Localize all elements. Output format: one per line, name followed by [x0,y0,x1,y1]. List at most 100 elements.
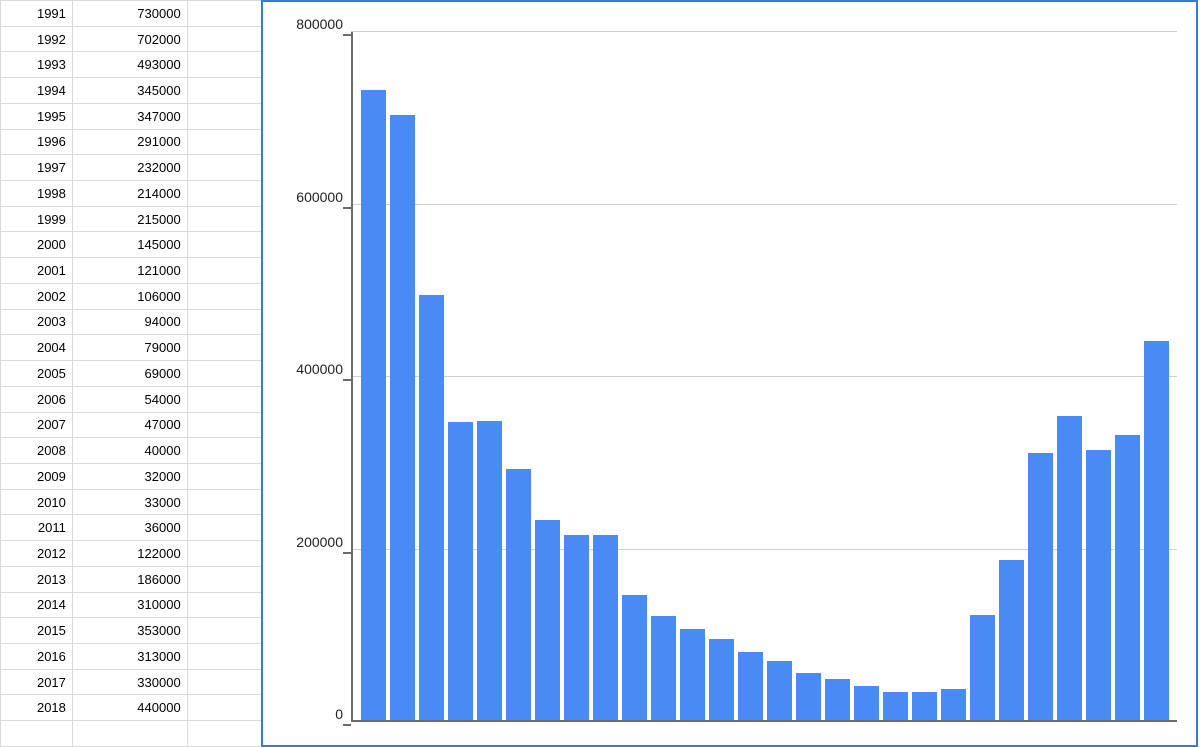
cell-value[interactable]: 310000 [72,592,187,618]
cell-empty[interactable] [72,721,187,747]
cell-empty[interactable] [187,181,261,207]
table-row[interactable]: 200394000 [1,309,262,335]
chart-bar[interactable] [854,686,879,721]
chart-bar[interactable] [622,595,647,720]
cell-year[interactable]: 1991 [1,1,73,27]
cell-year[interactable]: 1999 [1,206,73,232]
cell-year[interactable]: 2001 [1,258,73,284]
cell-empty[interactable] [187,283,261,309]
cell-value[interactable]: 215000 [72,206,187,232]
cell-value[interactable]: 232000 [72,155,187,181]
cell-empty[interactable] [187,463,261,489]
cell-value[interactable]: 145000 [72,232,187,258]
cell-year[interactable]: 2005 [1,361,73,387]
cell-empty[interactable] [187,258,261,284]
cell-value[interactable]: 94000 [72,309,187,335]
chart-bar[interactable] [390,115,415,720]
table-row[interactable]: 1998214000 [1,181,262,207]
chart-bar[interactable] [941,689,966,720]
cell-value[interactable]: 121000 [72,258,187,284]
chart-bar[interactable] [912,692,937,720]
table-row[interactable]: 2014310000 [1,592,262,618]
table-row[interactable]: 1995347000 [1,103,262,129]
table-row[interactable]: 200479000 [1,335,262,361]
cell-value[interactable]: 353000 [72,618,187,644]
cell-year[interactable]: 2006 [1,386,73,412]
chart-bar[interactable] [1057,416,1082,720]
table-row[interactable]: 201136000 [1,515,262,541]
chart-bar[interactable] [535,520,560,720]
cell-value[interactable]: 54000 [72,386,187,412]
table-row[interactable]: 1991730000 [1,1,262,27]
cell-value[interactable]: 291000 [72,129,187,155]
table-row[interactable]: 2013186000 [1,566,262,592]
cell-year[interactable]: 2010 [1,489,73,515]
table-row[interactable]: 1999215000 [1,206,262,232]
cell-empty[interactable] [187,155,261,181]
cell-empty[interactable] [187,592,261,618]
cell-year[interactable]: 2011 [1,515,73,541]
chart-bar[interactable] [825,679,850,720]
cell-year[interactable]: 2009 [1,463,73,489]
chart-bar[interactable] [419,295,444,720]
cell-year[interactable]: 1993 [1,52,73,78]
cell-value[interactable]: 36000 [72,515,187,541]
chart-bar[interactable] [680,629,705,720]
cell-year[interactable]: 2008 [1,438,73,464]
cell-value[interactable]: 347000 [72,103,187,129]
chart-bar[interactable] [883,692,908,720]
cell-empty[interactable] [187,361,261,387]
chart-bar[interactable] [796,673,821,720]
cell-value[interactable]: 122000 [72,541,187,567]
chart-bar[interactable] [1086,450,1111,720]
cell-year[interactable]: 2013 [1,566,73,592]
cell-year[interactable]: 2014 [1,592,73,618]
cell-empty[interactable] [187,438,261,464]
cell-empty[interactable] [187,232,261,258]
cell-empty[interactable] [187,412,261,438]
chart-bar[interactable] [506,469,531,720]
chart-bar[interactable] [767,661,792,721]
cell-year[interactable]: 1994 [1,78,73,104]
cell-empty[interactable] [187,335,261,361]
cell-year[interactable]: 2000 [1,232,73,258]
cell-empty[interactable] [187,669,261,695]
table-row-empty[interactable] [1,721,262,747]
cell-year[interactable]: 2016 [1,643,73,669]
cell-empty[interactable] [187,489,261,515]
cell-empty[interactable] [187,566,261,592]
cell-value[interactable]: 47000 [72,412,187,438]
table-row[interactable]: 1997232000 [1,155,262,181]
chart-bar[interactable] [651,616,676,720]
cell-year[interactable]: 1997 [1,155,73,181]
chart-bar[interactable] [709,639,734,720]
cell-value[interactable]: 32000 [72,463,187,489]
cell-empty[interactable] [187,103,261,129]
cell-year[interactable]: 2003 [1,309,73,335]
cell-value[interactable]: 313000 [72,643,187,669]
cell-empty[interactable] [187,618,261,644]
cell-empty[interactable] [187,78,261,104]
table-row[interactable]: 2001121000 [1,258,262,284]
chart-bar[interactable] [361,90,386,720]
cell-year[interactable]: 2018 [1,695,73,721]
cell-empty[interactable] [187,52,261,78]
cell-value[interactable]: 330000 [72,669,187,695]
table-row[interactable]: 2016313000 [1,643,262,669]
chart-bar[interactable] [564,535,589,720]
cell-value[interactable]: 493000 [72,52,187,78]
cell-year[interactable]: 2007 [1,412,73,438]
chart-bar[interactable] [1028,453,1053,720]
table-row[interactable]: 2015353000 [1,618,262,644]
table-row[interactable]: 200654000 [1,386,262,412]
cell-empty[interactable] [187,26,261,52]
cell-value[interactable]: 69000 [72,361,187,387]
cell-value[interactable]: 702000 [72,26,187,52]
cell-value[interactable]: 40000 [72,438,187,464]
chart-bar[interactable] [970,615,995,720]
table-row[interactable]: 1993493000 [1,52,262,78]
cell-value[interactable]: 214000 [72,181,187,207]
cell-year[interactable]: 1992 [1,26,73,52]
table-row[interactable]: 1992702000 [1,26,262,52]
chart-bar[interactable] [477,421,502,720]
